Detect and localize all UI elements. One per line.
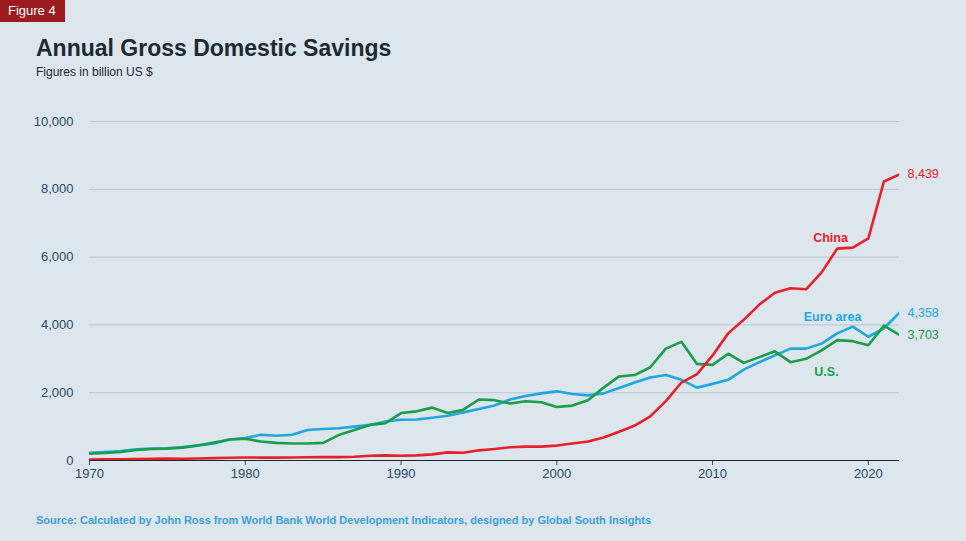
svg-text:2020: 2020: [854, 466, 883, 481]
svg-text:2,000: 2,000: [41, 385, 74, 400]
svg-text:1970: 1970: [75, 466, 104, 481]
svg-text:1990: 1990: [387, 466, 416, 481]
svg-text:4,000: 4,000: [41, 317, 74, 332]
svg-text:2010: 2010: [698, 466, 727, 481]
svg-text:China: China: [813, 231, 849, 245]
html-text:Source: Calculated by John Ros: Source: Calculated by John Ross from Wor…: [36, 514, 652, 526]
svg-text:1980: 1980: [231, 466, 260, 481]
svg-text:3,703: 3,703: [908, 328, 939, 342]
html-text:Annual Gross Domestic Savings: Annual Gross Domestic Savings: [36, 35, 392, 61]
svg-text:Euro area: Euro area: [804, 310, 863, 324]
svg-text:2000: 2000: [542, 466, 571, 481]
svg-text:6,000: 6,000: [41, 249, 74, 264]
html-text:Figures in billion US $: Figures in billion US $: [36, 65, 153, 79]
svg-text:8,000: 8,000: [41, 181, 74, 196]
svg-text:0: 0: [66, 453, 73, 468]
svg-text:8,439: 8,439: [908, 167, 939, 181]
html-text:Figure 4: Figure 4: [8, 3, 56, 18]
svg-text:4,358: 4,358: [908, 306, 939, 320]
svg-text:U.S.: U.S.: [814, 365, 838, 379]
svg-text:10,000: 10,000: [34, 114, 74, 129]
